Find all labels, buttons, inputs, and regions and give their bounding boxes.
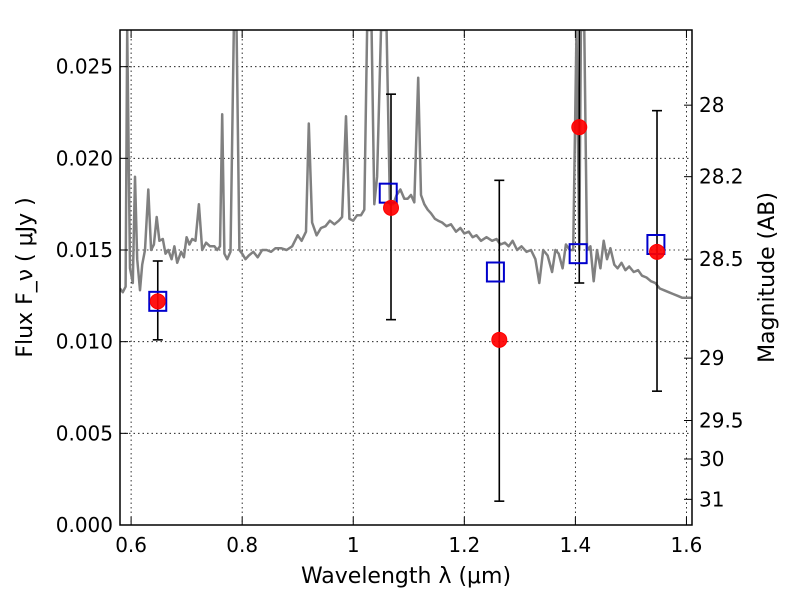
right-tick-label: 28 [699, 93, 724, 117]
plot-area-background [120, 30, 692, 525]
y-axis-title-text: Flux F_ν ( μJy ) [13, 197, 38, 357]
right-tick-label: 30 [699, 447, 724, 471]
x-tick-label: 0.6 [115, 533, 147, 557]
y-tick-label: 0.020 [56, 146, 113, 170]
ticks: 0.6 0.8 1 1.2 1.4 1.6 0.000 0.005 0.010 0.015 0.02… [56, 30, 744, 557]
markers [148, 119, 666, 348]
y-tick-label: 0.005 [56, 421, 113, 445]
plot-frame [119, 29, 693, 526]
x-tick-label: 1.4 [559, 533, 591, 557]
right-tick-label: 31 [699, 487, 724, 511]
model-square-marker [568, 243, 588, 265]
observed-flux-point [491, 331, 508, 348]
observed-flux-point [649, 243, 666, 260]
right-tick-label: 28.2 [699, 165, 744, 189]
model-square-marker [485, 261, 505, 283]
right-axis-title: Magnitude (AB) [755, 192, 780, 363]
observed-flux-point [149, 293, 166, 310]
y-tick-label: 0.015 [56, 238, 113, 262]
right-tick-label: 29.5 [699, 409, 744, 433]
x-tick-label: 0.8 [226, 533, 258, 557]
y-tick-label: 0.010 [56, 330, 113, 354]
y-tick-label: 0.000 [56, 513, 113, 537]
observed-flux-point [571, 119, 588, 136]
x-tick-label: 1.6 [671, 533, 703, 557]
grid [120, 30, 692, 525]
y-axis-title: Flux F_ν ( μJy ) [13, 197, 38, 357]
y-tick-label: 0.025 [56, 55, 113, 79]
right-tick-label: 28.5 [699, 247, 744, 271]
x-tick-label: 1.2 [448, 533, 480, 557]
right-tick-label: 29 [699, 346, 724, 370]
model-square-marker [148, 290, 168, 312]
x-tick-label: 1 [347, 533, 360, 557]
x-axis-title: Wavelength λ (μm) [301, 564, 511, 589]
observed-flux-point [383, 199, 400, 216]
